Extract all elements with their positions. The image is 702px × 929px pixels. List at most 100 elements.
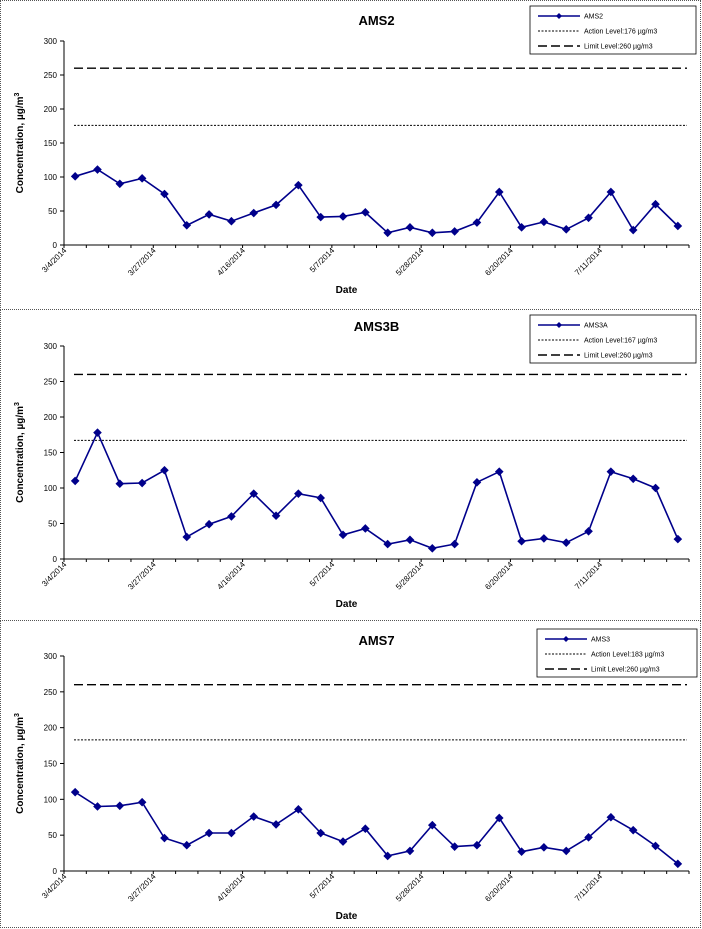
data-point	[517, 223, 526, 232]
data-point	[405, 535, 415, 545]
data-point	[93, 428, 102, 437]
x-tick-label: 5/28/2014	[394, 872, 426, 904]
legend-action-label: Action Level:176 µg/m3	[584, 29, 657, 36]
data-point	[628, 225, 638, 235]
x-tick-label: 4/16/2014	[215, 872, 247, 904]
y-tick-label: 250	[44, 378, 58, 387]
x-tick-label: 6/20/2014	[483, 872, 515, 904]
data-point	[294, 180, 303, 190]
data-point	[182, 532, 192, 542]
x-tick-label: 3/27/2014	[126, 246, 158, 278]
data-point	[450, 539, 459, 549]
data-point	[651, 483, 660, 493]
x-tick-label: 4/16/2014	[215, 560, 247, 592]
x-tick-label: 5/7/2014	[308, 560, 337, 589]
data-point	[517, 536, 526, 546]
y-tick-label: 250	[44, 688, 58, 697]
data-point	[115, 801, 125, 811]
data-point	[561, 846, 571, 856]
legend-series-marker	[556, 322, 562, 328]
y-axis-label: Concentration, µg/m3	[14, 93, 26, 194]
y-tick-label: 50	[48, 520, 57, 529]
data-point	[294, 805, 303, 814]
data-point	[160, 833, 169, 843]
data-point	[249, 208, 259, 218]
data-point	[584, 833, 593, 842]
data-point	[450, 227, 459, 236]
legend-action-label: Action Level:167 µg/m3	[584, 338, 657, 345]
y-tick-label: 300	[44, 652, 58, 661]
data-point	[227, 828, 236, 838]
chart-title: AMS7	[358, 633, 394, 648]
data-point	[561, 225, 571, 234]
y-tick-label: 0	[53, 555, 58, 564]
data-point	[472, 478, 482, 487]
data-point	[383, 228, 392, 238]
y-tick-label: 50	[48, 207, 57, 216]
legend-series-label: AMS2	[584, 14, 603, 21]
data-point	[606, 812, 616, 822]
data-point	[115, 479, 125, 489]
data-point	[204, 519, 214, 529]
data-point	[427, 228, 437, 238]
data-point	[93, 165, 102, 174]
data-point	[182, 220, 192, 230]
data-point	[517, 847, 526, 856]
data-point	[361, 208, 370, 217]
data-point	[539, 217, 549, 227]
y-tick-label: 150	[44, 139, 58, 148]
x-tick-label: 7/11/2014	[573, 246, 604, 277]
data-point	[271, 820, 281, 829]
y-tick-label: 0	[53, 241, 58, 250]
data-point	[227, 216, 236, 226]
legend-limit-label: Limit Level:260 µg/m3	[591, 667, 660, 674]
data-point	[539, 534, 549, 543]
data-point	[137, 478, 147, 488]
data-point	[383, 851, 392, 861]
legend-series-marker	[563, 636, 569, 642]
chart-title: AMS3B	[354, 319, 400, 334]
series-line	[74, 168, 679, 234]
data-point	[137, 174, 147, 183]
data-point	[628, 474, 638, 484]
data-point	[316, 212, 326, 222]
data-point	[182, 840, 192, 850]
data-point	[628, 825, 638, 835]
data-point	[204, 828, 214, 838]
chart-title: AMS2	[358, 13, 394, 28]
legend-series-label: AMS3	[591, 637, 610, 644]
data-point	[405, 223, 415, 232]
data-point	[338, 530, 348, 540]
y-tick-label: 150	[44, 760, 58, 769]
data-point	[70, 476, 80, 486]
legend-limit-label: Limit Level:260 µg/m3	[584, 353, 653, 360]
data-point	[316, 828, 326, 838]
legend-action-label: Action Level:183 µg/m3	[591, 652, 664, 659]
data-point	[294, 489, 303, 498]
x-tick-label: 7/11/2014	[573, 560, 604, 591]
data-point	[227, 512, 236, 521]
data-point	[494, 467, 504, 476]
data-point	[271, 511, 281, 520]
y-axis-label: Concentration, µg/m3	[14, 402, 26, 503]
legend-box	[536, 628, 698, 678]
data-point	[160, 465, 169, 475]
x-axis-label: Date	[336, 599, 358, 610]
data-point	[249, 812, 259, 821]
data-point	[383, 539, 392, 549]
x-tick-label: 6/20/2014	[483, 560, 515, 592]
chart-panel-ams3b: AMS3B 0 50 100 150 200 250 300 3/4/2014 3/27/2014…	[0, 309, 701, 621]
y-axis-label: Concentration, µg/m3	[14, 713, 26, 814]
x-tick-label: 5/7/2014	[308, 872, 337, 901]
data-point	[93, 802, 102, 811]
data-point	[249, 489, 259, 498]
data-point	[606, 187, 616, 197]
data-point	[160, 189, 169, 199]
data-point	[584, 213, 593, 223]
chart-panel-ams2: AMS2 0 50 100 150 200 250 300 3/4/2014 3/27/2014 4…	[0, 0, 701, 310]
data-point	[70, 787, 80, 797]
data-point	[338, 212, 348, 221]
y-tick-label: 200	[44, 413, 58, 422]
y-tick-label: 100	[44, 484, 58, 493]
